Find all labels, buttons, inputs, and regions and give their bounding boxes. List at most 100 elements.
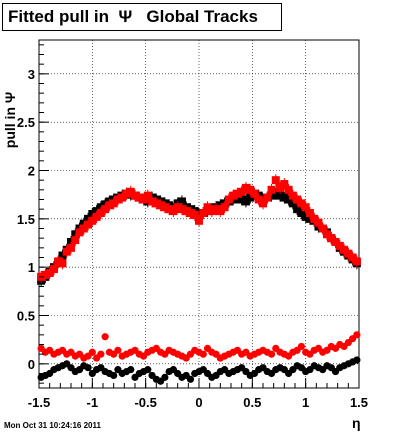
data-point	[195, 216, 203, 225]
data-point	[105, 201, 114, 210]
data-point	[280, 193, 289, 202]
data-point	[126, 187, 135, 196]
data-point	[143, 191, 152, 200]
data-point	[84, 220, 93, 229]
data-point	[110, 371, 118, 380]
y-tick-label: 1.5	[17, 212, 35, 227]
data-point	[348, 253, 357, 262]
x-tick-label: 1	[302, 395, 309, 410]
data-point	[267, 350, 276, 358]
data-point	[331, 238, 340, 247]
data-point	[135, 193, 144, 202]
data-point	[109, 199, 118, 208]
data-point	[353, 356, 361, 364]
data-point	[58, 259, 67, 268]
data-point	[58, 251, 67, 260]
data-point	[267, 185, 276, 194]
data-point	[241, 183, 250, 192]
data-point	[293, 195, 302, 204]
x-tick-label: 0.5	[243, 395, 261, 410]
data-point	[160, 203, 169, 212]
chart-title: Fitted pull in Ψ Global Tracks	[2, 3, 282, 31]
axis-ticks	[38, 44, 360, 388]
series-1	[37, 174, 361, 283]
data-point	[276, 191, 285, 200]
data-point	[41, 270, 50, 279]
data-point	[62, 247, 71, 256]
data-point	[327, 234, 336, 243]
data-point	[49, 265, 58, 274]
data-point	[301, 212, 310, 221]
data-point	[45, 268, 54, 277]
data-point	[335, 241, 344, 250]
data-point	[152, 199, 161, 208]
data-point	[271, 176, 280, 185]
data-point	[314, 218, 323, 227]
data-point	[113, 195, 122, 204]
data-point	[75, 228, 84, 237]
data-point	[276, 183, 285, 192]
data-point	[297, 342, 305, 351]
y-tick-label: 1	[28, 260, 35, 275]
data-point	[284, 185, 293, 194]
series-3	[37, 331, 361, 362]
footer-timestamp: Mon Oct 31 10:24:16 2011	[4, 421, 101, 430]
data-point	[96, 209, 105, 218]
data-point	[182, 207, 191, 216]
data-point	[148, 197, 157, 206]
data-point	[216, 207, 225, 216]
data-point	[139, 195, 148, 204]
data-point	[305, 209, 314, 218]
data-point	[118, 193, 127, 202]
data-point	[241, 197, 250, 206]
data-point	[293, 205, 302, 214]
data-point	[88, 348, 96, 356]
data-point	[101, 205, 110, 214]
data-point	[297, 209, 306, 218]
data-point	[177, 197, 186, 206]
data-point	[88, 216, 97, 225]
data-point	[71, 236, 80, 245]
data-point	[318, 224, 327, 233]
y-tick-label: 2.5	[17, 115, 35, 130]
y-tick-label: 3	[28, 67, 35, 82]
tick-labels: -1.5 -1 -0.5 0 0.5 1 1.5 0 0.5 1 1.5 2 2.5 3	[17, 67, 368, 410]
data-point	[195, 210, 203, 218]
data-point	[254, 195, 263, 204]
data-point	[246, 185, 255, 194]
data-point	[54, 257, 63, 266]
data-point	[297, 199, 306, 208]
data-point	[186, 209, 195, 218]
data-point	[127, 366, 135, 374]
y-tick-label: 0	[28, 357, 35, 372]
data-point	[353, 331, 361, 339]
data-point	[271, 189, 280, 198]
y-axis-title: pull in Ψ	[2, 92, 18, 148]
x-tick-label: -0.5	[134, 395, 156, 410]
data-point	[288, 191, 297, 200]
data-point	[156, 201, 165, 210]
data-point	[165, 205, 174, 214]
data-point	[237, 195, 246, 204]
series-2	[37, 356, 361, 385]
data-point	[323, 230, 331, 239]
y-tick-label: 2	[28, 164, 35, 179]
data-marks	[37, 174, 361, 385]
data-point	[186, 375, 195, 383]
data-point	[144, 366, 152, 374]
data-point	[344, 249, 353, 258]
data-point	[203, 203, 212, 212]
data-point	[169, 207, 178, 216]
data-point	[67, 243, 75, 252]
data-point	[310, 214, 319, 223]
data-point	[259, 199, 267, 208]
data-point	[340, 245, 349, 254]
data-point	[233, 189, 242, 198]
x-tick-label: 0	[195, 395, 202, 410]
data-point	[246, 193, 255, 202]
data-point	[280, 180, 289, 189]
data-point	[101, 333, 109, 341]
x-tick-label: -1	[87, 395, 99, 410]
x-axis-title: η	[352, 415, 361, 431]
